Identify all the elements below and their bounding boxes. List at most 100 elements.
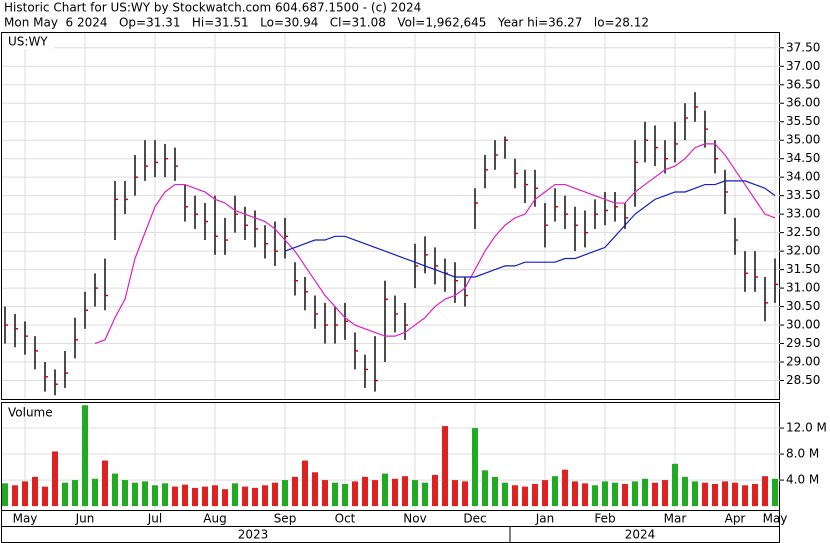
volume-label: Volume (8, 406, 53, 420)
volume-bar (292, 476, 298, 507)
volume-bar (182, 484, 188, 507)
volume-bar (752, 483, 758, 507)
volume-bar (562, 469, 568, 507)
volume-bar (322, 480, 328, 507)
volume-bar (762, 476, 768, 507)
volume-bar (332, 482, 338, 507)
volume-bar (362, 476, 368, 507)
volume-bar (642, 478, 648, 507)
y-tick-label: 35.00 (786, 133, 820, 147)
volume-bar (602, 481, 608, 507)
moving-average (284, 180, 776, 278)
x-tick-label: Nov (403, 512, 426, 526)
volume-bar (172, 486, 178, 507)
volume-bar (342, 483, 348, 507)
volume-bar (712, 483, 718, 507)
volume-bar (132, 482, 138, 507)
volume-bar (772, 478, 778, 507)
x-tick-label: Feb (594, 512, 615, 526)
volume-bar (612, 482, 618, 507)
volume-bar (42, 486, 48, 507)
volume-bar (652, 482, 658, 507)
volume-bar (112, 473, 118, 507)
volume-bar (402, 476, 408, 507)
volume-bar (32, 476, 38, 507)
volume-bar (552, 476, 558, 507)
volume-bar (372, 480, 378, 507)
y-tick-label: 33.50 (786, 188, 820, 202)
volume-bar (492, 476, 498, 507)
y-tick-label: 32.00 (786, 244, 820, 258)
x-tick-label: May (763, 512, 788, 526)
x-tick-label: Oct (335, 512, 356, 526)
y-tick-label: 31.50 (786, 262, 820, 276)
volume-bar (122, 480, 128, 507)
volume-bar (152, 485, 158, 507)
volume-bar (502, 482, 508, 507)
volume-bar (722, 481, 728, 507)
x-tick-label: Mar (664, 512, 687, 526)
volume-bar (162, 483, 168, 507)
volume-bar (662, 480, 668, 507)
volume-bar (92, 478, 98, 507)
year-label: 2024 (625, 528, 656, 542)
volume-bar (262, 485, 268, 507)
volume-bar (632, 481, 638, 507)
y-tick-label: 37.50 (786, 40, 820, 54)
y-tick-label: 35.50 (786, 114, 820, 128)
chart-subtitle: Mon May 6 2024 Op=31.31 Hi=31.51 Lo=30.9… (4, 16, 649, 30)
volume-bar (302, 460, 308, 507)
y-tick-label: 36.50 (786, 77, 820, 91)
volume-bar (462, 481, 468, 507)
volume-bar (742, 485, 748, 507)
volume-bar (472, 428, 478, 507)
price-panel (1, 32, 780, 400)
y-tick-label: 12.0 M (786, 421, 827, 435)
y-tick-label: 34.00 (786, 170, 820, 184)
symbol-box (4, 35, 54, 49)
x-tick-label: Apr (725, 512, 746, 526)
y-tick-label: 37.00 (786, 59, 820, 73)
volume-bar (392, 478, 398, 507)
moving-average (94, 143, 776, 345)
volume-bar (622, 483, 628, 507)
x-tick-label: Aug (203, 512, 226, 526)
volume-bar (82, 405, 88, 507)
volume-bar (12, 485, 18, 507)
volume-bar (382, 473, 388, 507)
volume-bar (212, 485, 218, 507)
x-tick-label: Jul (147, 512, 162, 526)
y-tick-label: 31.00 (786, 281, 820, 295)
volume-bar (282, 480, 288, 507)
x-tick-label: Jan (535, 512, 555, 526)
x-tick-label: Dec (463, 512, 486, 526)
volume-bar (312, 472, 318, 507)
y-tick-label: 30.00 (786, 318, 820, 332)
volume-bar (432, 474, 438, 507)
y-tick-label: 36.00 (786, 96, 820, 110)
volume-bar (62, 482, 68, 507)
x-tick-label: Jun (75, 512, 95, 526)
volume-bar (142, 481, 148, 507)
volume-bar (572, 481, 578, 507)
volume-bar (252, 487, 258, 507)
volume-bar (672, 463, 678, 507)
volume-bar (412, 480, 418, 507)
volume-bar (72, 480, 78, 507)
volume-bar (452, 480, 458, 507)
volume-bar (232, 483, 238, 507)
y-tick-label: 32.50 (786, 225, 820, 239)
year-label: 2023 (238, 528, 269, 542)
volume-bar (682, 476, 688, 507)
volume-bar (52, 451, 58, 507)
x-tick-label: Sep (274, 512, 297, 526)
volume-bar (222, 489, 228, 507)
y-tick-label: 4.0 M (786, 473, 819, 487)
volume-bar (242, 486, 248, 507)
volume-bar (102, 460, 108, 507)
volume-bar (422, 482, 428, 507)
volume-bar (582, 483, 588, 507)
x-tick-label: May (13, 512, 38, 526)
volume-bar (482, 470, 488, 507)
